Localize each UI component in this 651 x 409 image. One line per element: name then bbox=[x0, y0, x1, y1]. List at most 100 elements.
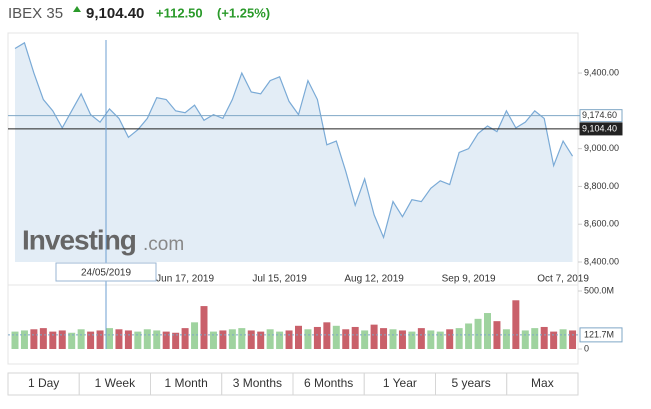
x-tick-label: Sep 9, 2019 bbox=[442, 274, 496, 285]
volume-bar bbox=[228, 329, 236, 349]
volume-bar bbox=[257, 331, 265, 349]
volume-bar bbox=[398, 330, 406, 349]
reference-label: 9,104.40 bbox=[582, 123, 617, 133]
volume-bar bbox=[559, 329, 567, 349]
volume-bar bbox=[285, 330, 293, 349]
range-button-label[interactable]: 6 Months bbox=[304, 376, 353, 390]
volume-bar bbox=[30, 329, 38, 349]
volume-current-box bbox=[579, 327, 623, 343]
y-tick-label: 9,000.00 bbox=[584, 143, 619, 153]
volume-bar bbox=[134, 331, 142, 349]
range-button-label[interactable]: 1 Week bbox=[95, 376, 136, 390]
x-tick-label: Oct 7, 2019 bbox=[537, 274, 589, 285]
reference-label: 9,174.60 bbox=[582, 110, 617, 120]
volume-bar bbox=[474, 318, 482, 349]
volume-bar bbox=[446, 329, 454, 349]
chart-layer: 8,400.00 8,600.00 8,800.00 9,000.00 9,400.00… bbox=[8, 41, 623, 353]
volume-bar bbox=[172, 332, 180, 349]
volume-bar bbox=[521, 330, 529, 349]
volume-bar bbox=[247, 330, 255, 349]
volume-bar bbox=[465, 323, 473, 349]
volume-bar bbox=[238, 328, 246, 349]
range-button[interactable] bbox=[506, 372, 579, 396]
crosshair-box bbox=[55, 262, 157, 282]
range-button-label[interactable]: 1 Year bbox=[383, 376, 417, 390]
volume-bar bbox=[342, 329, 350, 349]
range-button-label[interactable]: Max bbox=[531, 376, 554, 390]
volume-bar bbox=[106, 328, 113, 349]
volume-bar bbox=[200, 306, 208, 349]
area-fill bbox=[15, 42, 573, 262]
x-tick-label: Jun 17, 2019 bbox=[156, 274, 214, 285]
volume-bar bbox=[380, 328, 388, 349]
volume-bar bbox=[87, 331, 95, 349]
volume-tick-label: 500.0M bbox=[584, 285, 614, 295]
reference-box bbox=[579, 122, 623, 136]
volume-bar bbox=[540, 326, 548, 349]
volume-bar bbox=[531, 328, 539, 349]
volume-bar bbox=[20, 330, 28, 349]
volume-bar bbox=[11, 331, 19, 349]
x-tick-label: Jul 15, 2019 bbox=[252, 274, 307, 285]
volume-bar bbox=[370, 324, 378, 349]
x-tick-label: Aug 12, 2019 bbox=[344, 274, 404, 285]
volume-bar bbox=[153, 330, 161, 349]
volume-bar bbox=[550, 331, 558, 349]
volume-bar bbox=[209, 331, 217, 349]
volume-bar bbox=[502, 329, 510, 349]
y-tick-label: 8,600.00 bbox=[584, 219, 619, 229]
volume-bar bbox=[181, 328, 189, 349]
volume-bar bbox=[569, 330, 577, 349]
volume-bar bbox=[351, 326, 359, 349]
chart-frame bbox=[7, 32, 579, 365]
index-name: IBEX 35 bbox=[8, 5, 63, 22]
y-tick-label: 9,400.00 bbox=[584, 67, 619, 77]
volume-bar bbox=[323, 322, 331, 349]
volume-bar bbox=[124, 330, 132, 349]
volume-bar bbox=[77, 329, 85, 349]
volume-bar bbox=[276, 331, 284, 349]
volume-bar bbox=[417, 328, 425, 349]
crosshair-label: 24/05/2019 bbox=[81, 268, 131, 279]
volume-bar bbox=[266, 329, 274, 349]
volume-current-label: 121.7M bbox=[584, 329, 614, 339]
volume-bar bbox=[389, 329, 397, 349]
volume-bar bbox=[332, 325, 340, 349]
y-tick-label: 8,400.00 bbox=[584, 256, 619, 266]
volume-bar bbox=[313, 326, 321, 349]
volume-bar bbox=[191, 322, 199, 349]
y-tick-label: 8,800.00 bbox=[584, 181, 619, 191]
price: 9,104.40 bbox=[86, 5, 144, 22]
volume-bar bbox=[361, 330, 369, 349]
volume-bar bbox=[408, 331, 416, 349]
range-buttons: 1 Day 1 Week 1 Month 3 Months 6 Months 1 Year… bbox=[7, 372, 579, 396]
volume-bar bbox=[427, 330, 435, 349]
volume-bar bbox=[295, 325, 302, 349]
volume-bar bbox=[115, 329, 123, 349]
range-button-label[interactable]: 1 Day bbox=[28, 376, 59, 390]
range-button-label[interactable]: 3 Months bbox=[233, 376, 282, 390]
volume-bar bbox=[49, 331, 57, 349]
up-arrow bbox=[73, 6, 81, 12]
volume-bar bbox=[484, 313, 491, 349]
volume-bar bbox=[304, 329, 312, 349]
volume-bar bbox=[143, 329, 151, 349]
volume-bar bbox=[162, 331, 170, 349]
watermark: Investing bbox=[22, 224, 136, 255]
price-line bbox=[14, 41, 574, 240]
range-button-label[interactable]: 5 years bbox=[451, 376, 490, 390]
volume-bar bbox=[39, 328, 47, 349]
volume-bar bbox=[68, 332, 76, 349]
volume-bar bbox=[58, 330, 66, 349]
volume-bar bbox=[455, 328, 463, 349]
change: +112.50 bbox=[156, 5, 203, 20]
watermark-suffix: .com bbox=[143, 234, 184, 255]
volume-bar bbox=[96, 330, 104, 349]
change-pct: (+1.25%) bbox=[217, 5, 270, 20]
reference-box bbox=[579, 109, 623, 123]
range-button-label[interactable]: 1 Month bbox=[164, 376, 207, 390]
volume-bar bbox=[436, 331, 444, 349]
volume-bar bbox=[512, 300, 520, 349]
